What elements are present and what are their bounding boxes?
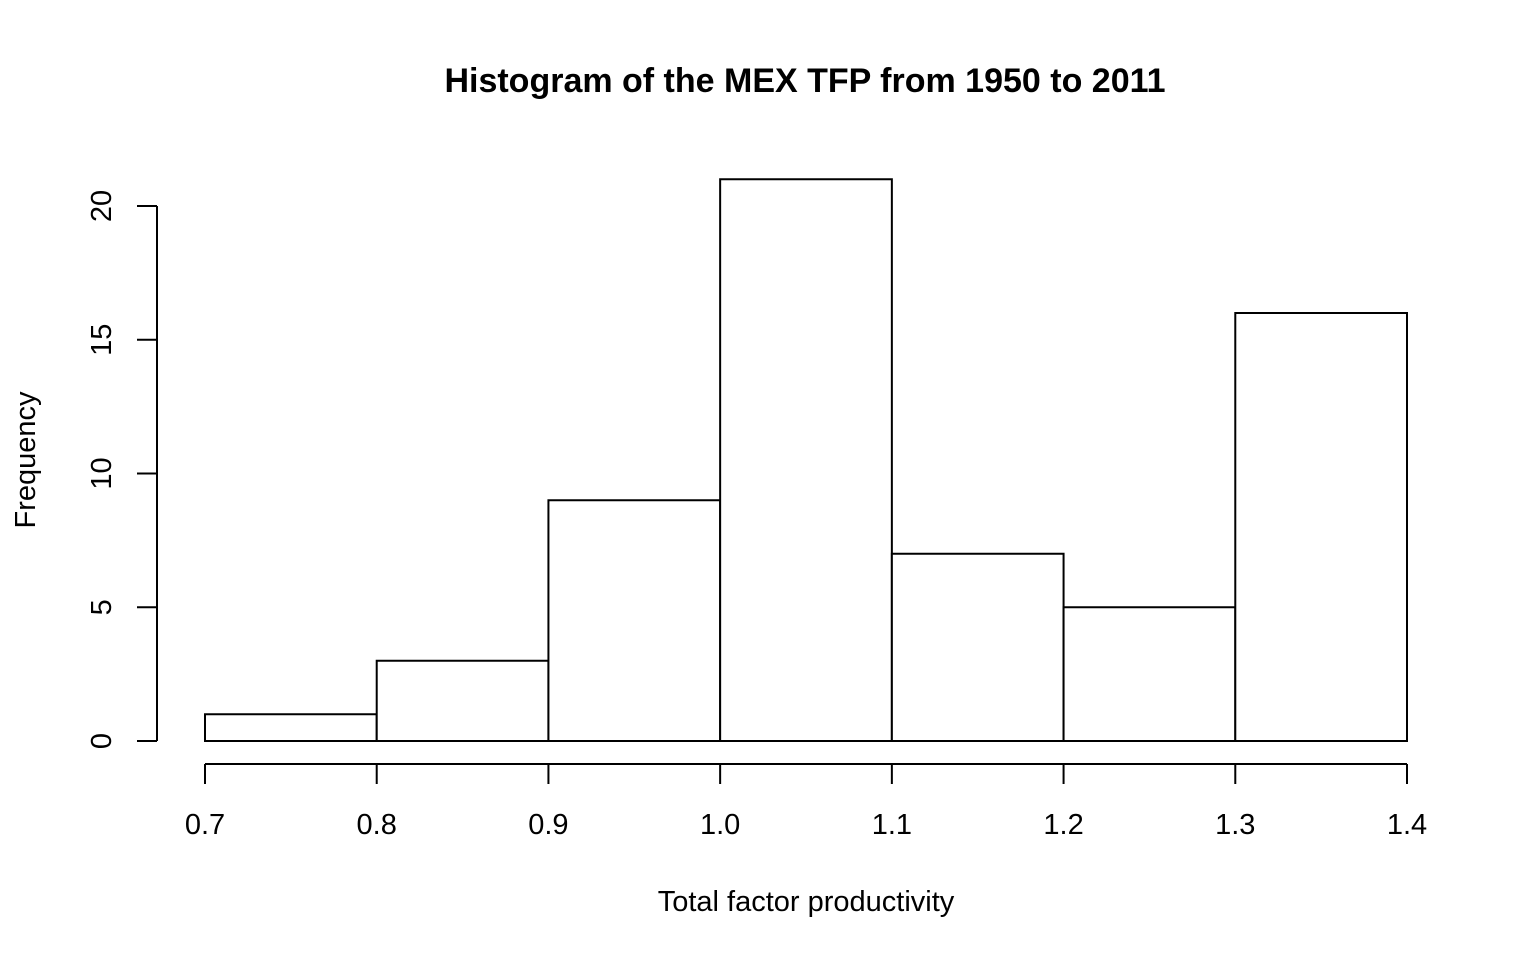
histogram-bar bbox=[1062, 606, 1237, 742]
x-axis: 0.7 0.8 0.9 1.0 1.1 1.2 1.3 1.4 bbox=[185, 763, 1427, 841]
histogram-bar bbox=[547, 499, 722, 742]
y-axis: 0 5 10 15 20 bbox=[86, 190, 158, 749]
histogram-bar bbox=[890, 552, 1065, 742]
y-tick-label: 5 bbox=[86, 599, 118, 615]
x-axis-label: Total factor productivity bbox=[658, 886, 955, 918]
histogram-bar bbox=[719, 178, 893, 742]
x-tick-label: 0.8 bbox=[357, 809, 397, 841]
bars-group bbox=[204, 178, 1409, 742]
x-tick-label: 1.3 bbox=[1215, 809, 1255, 841]
x-tick-label: 1.0 bbox=[700, 809, 740, 841]
x-tick-label: 0.7 bbox=[185, 809, 225, 841]
y-tick-label: 10 bbox=[86, 457, 118, 489]
x-tick-label: 1.2 bbox=[1043, 809, 1083, 841]
chart-title: Histogram of the MEX TFP from 1950 to 20… bbox=[444, 62, 1165, 100]
x-tick-label: 1.1 bbox=[872, 809, 912, 841]
x-tick-label: 0.9 bbox=[528, 809, 568, 841]
histogram-bar bbox=[204, 713, 378, 742]
y-tick-label: 15 bbox=[86, 324, 118, 356]
y-tick-label: 0 bbox=[86, 733, 118, 749]
y-axis-label: Frequency bbox=[10, 391, 42, 529]
x-tick-label: 1.4 bbox=[1387, 809, 1427, 841]
y-tick-label: 20 bbox=[86, 190, 118, 222]
histogram-bar bbox=[375, 659, 550, 742]
histogram-bar bbox=[1234, 312, 1409, 742]
